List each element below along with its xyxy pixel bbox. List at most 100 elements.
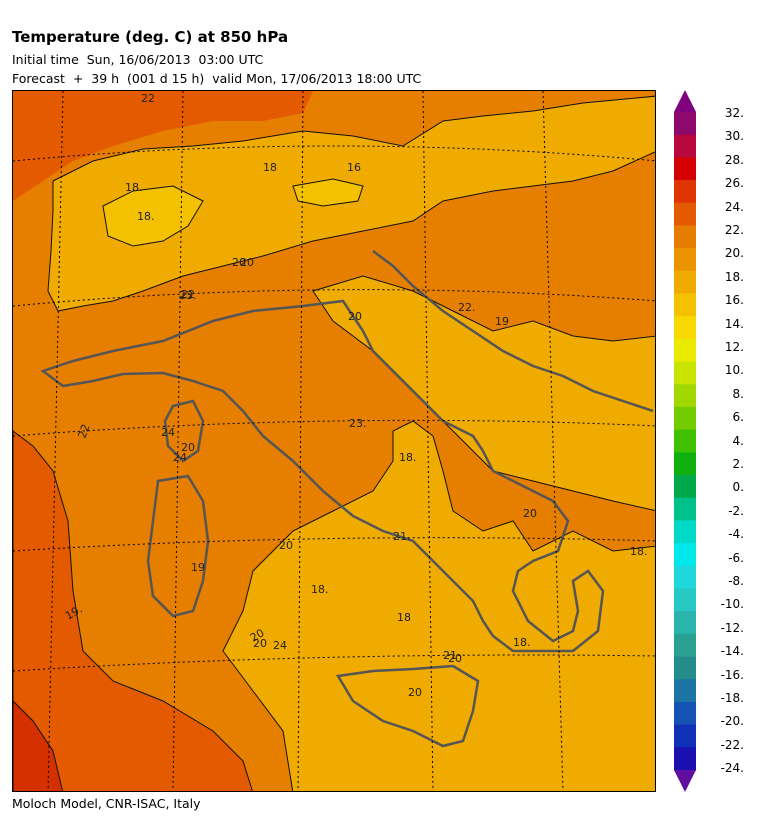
- field-16-18-alps-east: [292, 178, 364, 207]
- contour-label: 19: [191, 561, 205, 574]
- colorbar-label: 22.: [724, 223, 744, 237]
- colorbar-swatch: [674, 565, 696, 589]
- colorbar-swatch: [674, 656, 696, 680]
- colorbar-label: 28.: [724, 152, 744, 167]
- colorbar-label: -12.: [720, 620, 744, 635]
- colorbar-canvas: [674, 90, 696, 792]
- contour-label: 18: [397, 611, 411, 624]
- colorbar-swatch: [674, 361, 696, 385]
- colorbar-label: -18.: [720, 691, 744, 705]
- colorbar-swatch: [674, 384, 696, 408]
- forecast-validity: Forecast + 39 h (001 d 15 h) valid Mon, …: [12, 71, 422, 86]
- field-16-18-alps-west: [102, 185, 204, 247]
- colorbar-swatch: [674, 134, 696, 158]
- colorbar-swatch: [674, 633, 696, 658]
- contour-label: 24: [173, 451, 187, 464]
- colorbar-swatch: [674, 429, 696, 453]
- colorbar-swatch: [674, 452, 696, 476]
- colorbar-swatch: [674, 270, 696, 295]
- contour-label: 20: [248, 626, 267, 644]
- colorbar-label: 14.: [724, 316, 744, 331]
- contour-label: 24: [273, 639, 287, 652]
- colorbar-label: -20.: [720, 714, 744, 729]
- contour-label: 20: [253, 637, 267, 650]
- colorbar-label: 2.: [732, 457, 744, 471]
- contour-label: 18.: [137, 210, 155, 223]
- colorbar-label: 24.: [724, 199, 744, 214]
- contour-label: 19: [495, 315, 509, 328]
- colorbar-swatch: [674, 225, 696, 249]
- colorbar-swatch: [674, 724, 696, 748]
- colorbar-label: 16.: [724, 293, 744, 308]
- contour-label: 20: [448, 652, 462, 665]
- colorbar-swatch: [674, 202, 696, 226]
- contour-label: 21.: [393, 530, 411, 543]
- contour-label: 22.: [458, 301, 476, 314]
- colorbar-swatch: [674, 747, 696, 771]
- contour-label: 18.: [513, 636, 531, 649]
- colorbar-label: -4.: [728, 527, 744, 542]
- coastline-sardinia: [146, 474, 210, 618]
- contour-label: 18.: [399, 451, 417, 464]
- contour-labels: 221818.20221618.2023.22.192023.242024222…: [63, 92, 648, 699]
- contour-label: 20: [348, 310, 362, 323]
- colorbar-swatch: [674, 543, 696, 567]
- colorbar-label: -22.: [720, 737, 744, 752]
- contour-label: 18.: [311, 583, 329, 596]
- coastline-italy: [40, 299, 605, 653]
- contour-label: 20: [523, 507, 537, 520]
- colorbar-swatch: [674, 112, 696, 136]
- model-credit: Moloch Model, CNR-ISAC, Italy: [12, 796, 201, 811]
- colorbar-label: 12.: [724, 340, 744, 354]
- colorbar-label: 4.: [732, 433, 744, 448]
- colorbar-bottom-arrow: [674, 770, 696, 792]
- colorbar-label: 0.: [732, 480, 744, 495]
- contour-label: 18.: [125, 181, 143, 194]
- field-22-24-west: [13, 430, 253, 791]
- chart-title: Temperature (deg. C) at 850 hPa: [12, 28, 289, 46]
- field-22-24-north: [13, 91, 313, 201]
- field-18-20-south: [222, 420, 655, 791]
- colorbar-swatch: [674, 497, 696, 521]
- contour-label: 20: [408, 686, 422, 699]
- colorbar-swatch: [674, 701, 696, 726]
- contour-label: 21: [443, 649, 457, 662]
- contour-label: 18: [263, 161, 277, 174]
- colorbar-swatch: [674, 520, 696, 544]
- colorbar-label: -24.: [720, 761, 744, 776]
- contour-label: 20: [240, 256, 254, 269]
- contour-label: 23.: [349, 417, 367, 430]
- colorbar-label: 32.: [724, 106, 744, 120]
- colorbar-swatch: [674, 679, 696, 703]
- colorbar-label: 26.: [724, 176, 744, 191]
- temperature-map: 22 18 18. 20 22 16 18. 20 23. 22. 19 20 23. 24 20 24 22 2…: [12, 90, 656, 792]
- contour-label: 23.: [179, 289, 197, 302]
- colorbar-swatch: [674, 248, 696, 272]
- colorbar-swatch: [674, 588, 696, 612]
- colorbar-swatch: [674, 406, 696, 431]
- colorbar-label: -8.: [728, 574, 744, 588]
- coastline-sicily: [335, 664, 480, 748]
- colorbar-label: -14.: [720, 644, 744, 659]
- colorbar-label: 20.: [724, 246, 744, 261]
- colorbar-swatch: [674, 157, 696, 181]
- colorbar-swatch: [674, 611, 696, 635]
- colorbar-swatch: [674, 338, 696, 363]
- contour-label: 18.: [630, 545, 648, 558]
- contour-label: 22: [141, 92, 155, 105]
- colorbar-top-arrow: [674, 90, 696, 112]
- colorbar-label: -2.: [728, 503, 744, 518]
- colorbar-label: 18.: [724, 269, 744, 284]
- contour-label: 24: [161, 426, 175, 439]
- contour-label: 16: [347, 161, 361, 174]
- graticule: [13, 91, 655, 791]
- contour-label: 22: [181, 288, 195, 301]
- colorbar-label: 8.: [732, 386, 744, 401]
- contour-label: 20: [181, 441, 195, 454]
- colorbar-label: 10.: [724, 363, 744, 378]
- colorbar-swatch: [674, 180, 696, 204]
- initial-time: Initial time Sun, 16/06/2013 03:00 UTC: [12, 52, 264, 67]
- colorbar-label: -10.: [720, 597, 744, 612]
- contour-label: 22: [76, 422, 93, 440]
- colorbar-labels: 32. 30. 28. 26. 24. 22. 20. 18. 16. 14. 12. 10. 8. 6.…: [712, 0, 760, 828]
